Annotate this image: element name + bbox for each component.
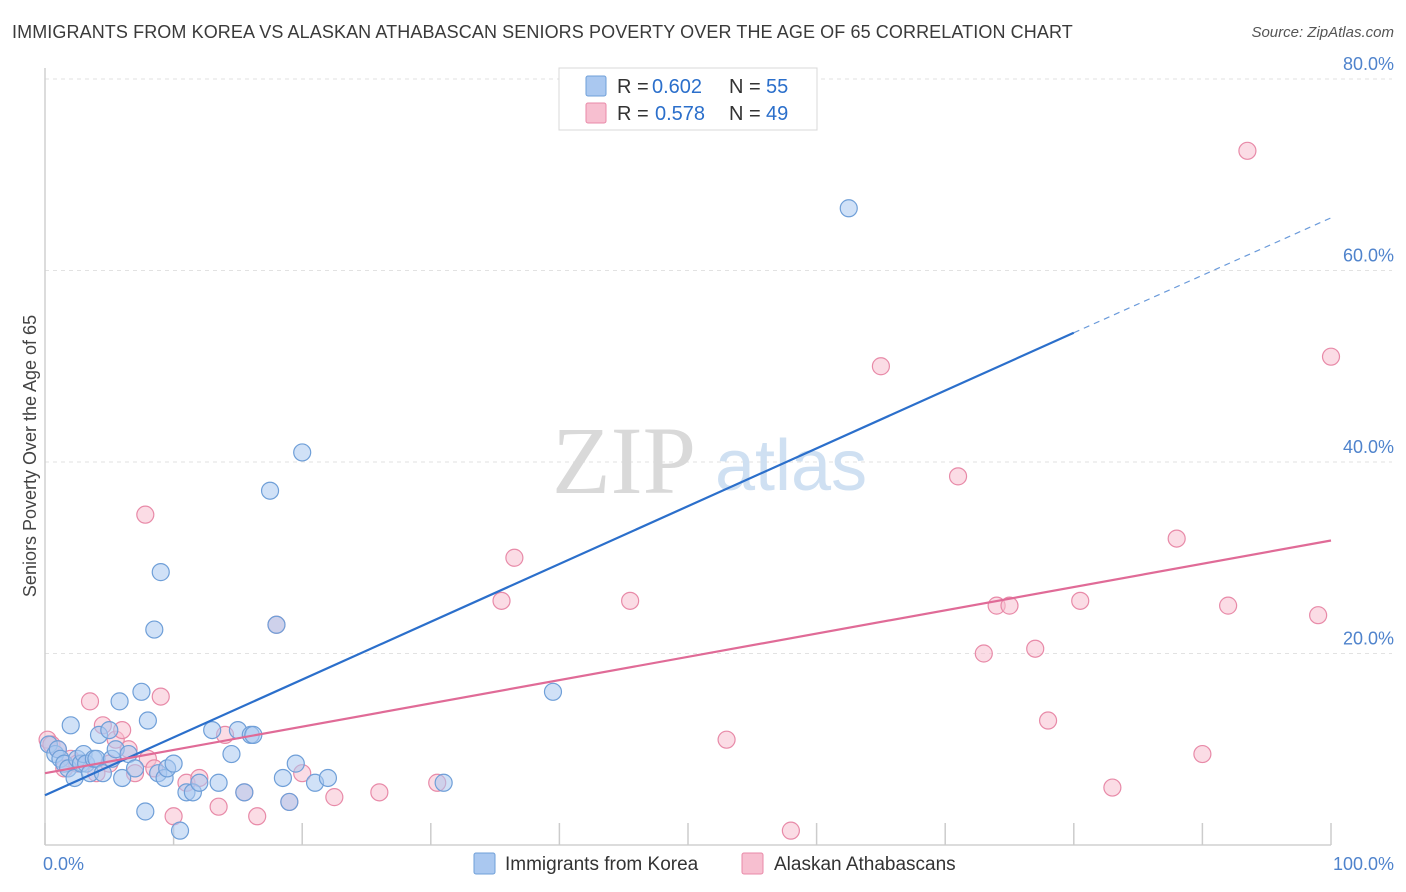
legend-r-label-korea: R = — [617, 76, 649, 98]
x-tick-label-max: 100.0% — [1333, 854, 1394, 874]
gridlines — [45, 78, 1392, 654]
korea-point-52 — [434, 773, 453, 792]
korea-point-53 — [543, 682, 563, 701]
legend-n-value-korea: 55 — [766, 76, 788, 98]
athabascan-point-46 — [1193, 744, 1212, 764]
korea-point-54 — [839, 199, 858, 218]
korea-point-6 — [61, 716, 80, 735]
korea-point-17 — [100, 720, 119, 740]
watermark-atlas: atlas — [715, 426, 867, 506]
bottom-legend-swatch-korea — [473, 852, 496, 875]
korea-point-47 — [280, 792, 299, 812]
korea-point-27 — [145, 620, 164, 639]
bottom-legend-swatch-athabascan — [741, 852, 764, 875]
athabascan-point-38 — [974, 644, 993, 663]
athabascan-point-47 — [1219, 596, 1238, 615]
bottom-legend-label-athabascan: Alaskan Athabascans — [774, 854, 956, 875]
legend-n-label-korea: N = — [729, 76, 761, 98]
top-legend: R = 0.602 N = 55 R = 0.578 N = 49 — [558, 67, 818, 131]
y-axis-label: Seniors Poverty Over the Age of 65 — [20, 315, 40, 597]
athabascan-point-37 — [948, 467, 968, 486]
bottom-legend-label-korea: Immigrants from Korea — [505, 854, 699, 875]
athabascan-point-34 — [717, 730, 736, 749]
y-tick-label-80: 80.0% — [1343, 54, 1394, 74]
athabascan-point-29 — [370, 783, 389, 802]
athabascan-point-14 — [136, 505, 155, 524]
korea-point-36 — [190, 773, 209, 792]
athabascan-trend-line — [44, 539, 1332, 775]
korea-point-48 — [286, 754, 305, 773]
athabascan-point-45 — [1167, 529, 1186, 548]
athabascan-point-21 — [209, 797, 228, 816]
korea-point-38 — [209, 773, 228, 792]
korea-point-46 — [273, 768, 293, 788]
legend-n-label-athabascan: N = — [729, 103, 761, 125]
athabascan-point-35 — [781, 821, 800, 840]
bottom-legend: Immigrants from Korea Alaskan Athabascan… — [473, 852, 956, 875]
athabascan-point-24 — [248, 807, 267, 826]
athabascan-point-40 — [1000, 596, 1019, 615]
korea-point-49 — [293, 443, 312, 462]
korea-point-39 — [222, 744, 241, 764]
korea-point-21 — [113, 768, 132, 788]
y-tick-label-20: 20.0% — [1343, 629, 1394, 649]
y-tick-label-40: 40.0% — [1343, 437, 1394, 457]
korea-point-44 — [260, 481, 280, 500]
athabascan-point-44 — [1103, 778, 1122, 797]
athabascan-point-6 — [80, 692, 100, 711]
korea-point-23 — [125, 759, 145, 778]
x-tick-label-min: 0.0% — [43, 854, 84, 874]
chart-title: IMMIGRANTS FROM KOREA VS ALASKAN ATHABAS… — [12, 22, 1073, 42]
athabascan-point-17 — [151, 687, 170, 706]
korea-point-37 — [203, 720, 222, 740]
korea-point-29 — [151, 563, 170, 582]
athabascan-point-48 — [1238, 141, 1257, 160]
korea-point-20 — [110, 692, 129, 711]
watermark: ZIP atlas — [552, 407, 867, 514]
korea-trend-line — [44, 331, 1075, 797]
korea-point-51 — [318, 768, 338, 788]
korea-trend-extension — [1073, 217, 1332, 334]
athabascan-point-42 — [1038, 711, 1058, 730]
legend-r-value-athabascan: 0.578 — [655, 103, 705, 125]
athabascan-point-31 — [492, 591, 511, 610]
y-tick-label-60: 60.0% — [1343, 246, 1394, 266]
x-axis-ticks — [44, 823, 1332, 845]
legend-swatch-athabascan — [585, 102, 607, 124]
chart-source: Source: ZipAtlas.com — [1251, 24, 1394, 41]
korea-point-45 — [267, 615, 286, 634]
korea-points — [39, 199, 858, 840]
athabascan-point-50 — [1321, 347, 1341, 366]
korea-point-26 — [138, 711, 157, 730]
legend-swatch-korea — [585, 75, 607, 97]
legend-n-value-athabascan: 49 — [766, 103, 788, 125]
athabascan-point-41 — [1026, 639, 1045, 658]
korea-point-33 — [170, 821, 190, 840]
athabascan-point-33 — [621, 591, 640, 610]
korea-point-24 — [132, 682, 151, 701]
legend-r-value-korea: 0.602 — [652, 76, 702, 98]
trend-lines — [44, 217, 1332, 797]
korea-point-25 — [136, 802, 155, 821]
y-axis-tick-labels: 20.0% 40.0% 60.0% 80.0% — [1343, 54, 1394, 649]
athabascan-point-49 — [1309, 606, 1328, 625]
legend-r-label-athabascan: R = — [617, 103, 649, 125]
athabascan-point-28 — [325, 788, 344, 807]
athabascan-point-32 — [505, 548, 524, 567]
watermark-zip: ZIP — [552, 407, 696, 514]
athabascan-point-43 — [1071, 591, 1090, 610]
korea-point-41 — [235, 783, 254, 802]
korea-point-32 — [164, 754, 183, 773]
athabascan-point-36 — [871, 357, 891, 376]
